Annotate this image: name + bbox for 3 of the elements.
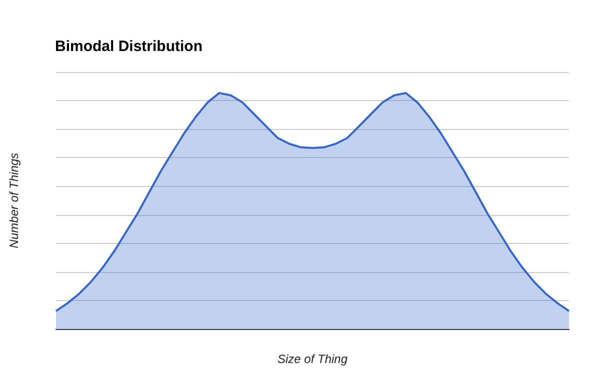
chart-title: Bimodal Distribution [55,38,202,55]
y-axis-title: Number of Things [7,152,21,248]
x-axis-title: Size of Thing [277,352,348,366]
